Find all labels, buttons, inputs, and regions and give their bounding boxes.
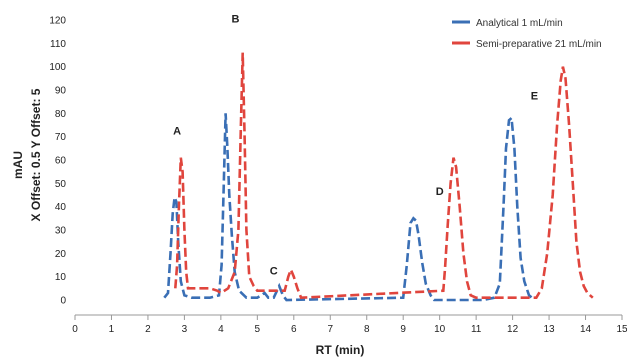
peak-label: B: [231, 13, 239, 25]
peak-label: A: [173, 125, 181, 137]
x-tick-label: 4: [218, 324, 224, 335]
x-tick-label: 14: [580, 324, 592, 335]
x-tick-label: 7: [327, 324, 333, 335]
x-tick-label: 5: [255, 324, 261, 335]
x-tick-label: 1: [109, 324, 115, 335]
x-tick-label: 12: [507, 324, 519, 335]
legend: Analytical 1 mL/min Semi-preparative 21 …: [452, 18, 602, 50]
y-tick-label: 100: [49, 62, 66, 73]
x-tick-label: 11: [471, 324, 482, 335]
y-tick-labels: 0 10 20 30 40 50 60 70 80 90 100 110 120: [49, 16, 66, 307]
series-line-semiprep: [174, 52, 594, 300]
y-tick-label: 40: [55, 202, 67, 213]
y-axis-title-line2: X Offset: 0.5 Y Offset: 5: [29, 88, 43, 221]
legend-label-semiprep: Semi-preparative 21 mL/min: [476, 39, 602, 50]
y-axis-title-line1: mAU: [11, 151, 25, 179]
peak-label: C: [270, 265, 278, 277]
y-tick-label: 90: [55, 86, 67, 97]
x-tick-label: 0: [72, 324, 78, 335]
x-tick-label: 10: [434, 324, 446, 335]
axes-group: [75, 314, 622, 316]
y-tick-label: 60: [55, 156, 67, 167]
y-tick-label: 120: [49, 16, 66, 27]
y-tick-label: 70: [55, 132, 67, 143]
x-tick-label: 13: [544, 324, 556, 335]
x-tick-label: 6: [291, 324, 297, 335]
y-tick-label: 80: [55, 109, 67, 120]
x-axis-title: RT (min): [316, 343, 365, 357]
series-group: [163, 52, 594, 302]
x-tick-label: 15: [616, 324, 627, 335]
y-tick-label: 30: [55, 226, 67, 237]
x-tick-label: 9: [400, 324, 406, 335]
series-line-analytical: [163, 113, 536, 302]
x-tick-labels: 0 1 2 3 4 5 6 7 8 9 10 11 12 13 14 15: [72, 315, 627, 335]
peak-label: D: [436, 186, 444, 198]
x-tick-label: 3: [182, 324, 188, 335]
y-tick-label: 0: [60, 296, 66, 307]
y-tick-label: 20: [55, 249, 67, 260]
peak-label: E: [531, 90, 538, 102]
y-tick-label: 50: [55, 179, 67, 190]
y-tick-label: 10: [55, 272, 67, 283]
y-tick-label: 110: [50, 39, 66, 50]
x-tick-label: 2: [145, 324, 151, 335]
legend-label-analytical: Analytical 1 mL/min: [476, 18, 563, 29]
peak-labels: A B C D E: [173, 13, 538, 277]
x-tick-label: 8: [364, 324, 370, 335]
